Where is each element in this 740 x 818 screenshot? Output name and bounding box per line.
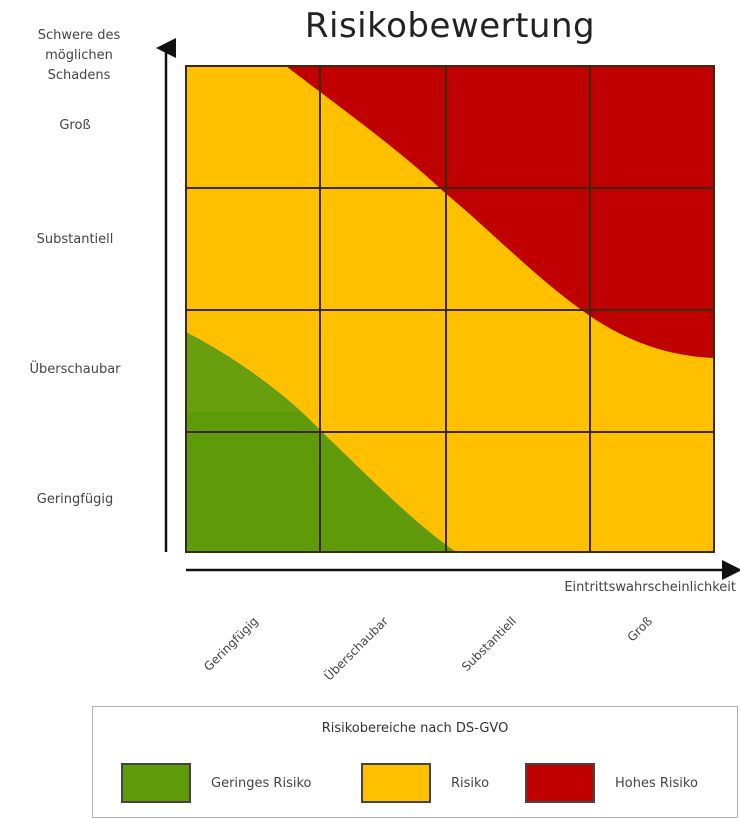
y-tick-geringfuegig: Geringfügig bbox=[36, 492, 114, 507]
legend-swatch-low bbox=[121, 763, 191, 803]
legend-label-medium: Risiko bbox=[451, 775, 490, 791]
risk-area-high bbox=[286, 66, 714, 358]
x-axis-title: Eintrittswahrscheinlichkeit bbox=[564, 580, 736, 595]
x-tick-geringfuegig: Geringfügig bbox=[201, 614, 261, 674]
legend-item-high: Hohes Risiko bbox=[525, 763, 698, 803]
legend: Risikobereiche nach DS-GVO Geringes Risi… bbox=[92, 706, 738, 818]
x-tick-ueberschaubar: Überschaubar bbox=[321, 614, 391, 684]
legend-title: Risikobereiche nach DS-GVO bbox=[321, 721, 509, 736]
risk-matrix bbox=[156, 38, 740, 580]
legend-swatch-high bbox=[525, 763, 595, 803]
legend-label-low: Geringes Risiko bbox=[211, 775, 312, 791]
x-tick-gross: Groß bbox=[624, 614, 655, 645]
grid-lines bbox=[185, 65, 715, 553]
y-tick-gross: Groß bbox=[59, 118, 91, 133]
y-tick-substantiell: Substantiell bbox=[36, 232, 114, 247]
legend-item-medium: Risiko bbox=[361, 763, 489, 803]
y-axis-title: Schwere des möglichen Schadens bbox=[37, 28, 121, 83]
legend-item-low: Geringes Risiko bbox=[121, 763, 311, 803]
x-tick-substantiell: Substantiell bbox=[458, 614, 519, 675]
risk-area-low-shade bbox=[186, 332, 300, 412]
legend-swatch-medium bbox=[361, 763, 431, 803]
y-tick-ueberschaubar: Überschaubar bbox=[29, 362, 121, 377]
legend-label-high: Hohes Risiko bbox=[615, 775, 698, 791]
diagram-title: Risikobewertung bbox=[304, 6, 596, 46]
